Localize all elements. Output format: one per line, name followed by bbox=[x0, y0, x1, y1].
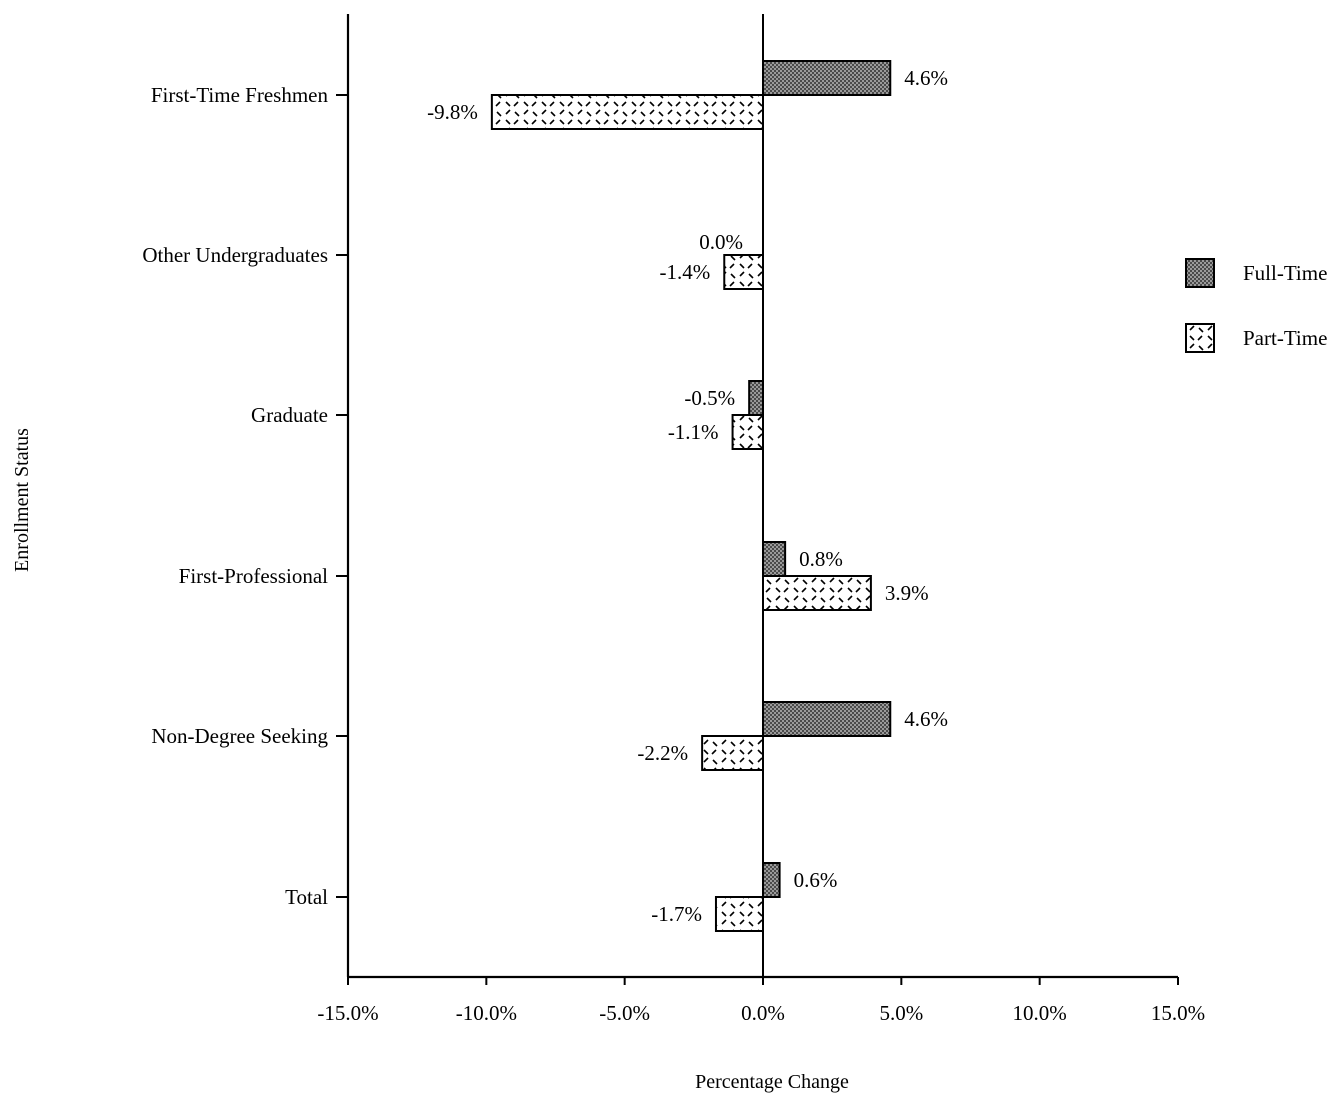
part-time-value-label: -9.8% bbox=[427, 100, 478, 124]
full-time-value-label: 4.6% bbox=[904, 707, 948, 731]
full-time-bar bbox=[762, 701, 892, 737]
full-time-value-label: 0.8% bbox=[799, 547, 843, 571]
x-tick-label: -5.0% bbox=[599, 1001, 650, 1025]
part-time-value-label: -1.7% bbox=[651, 902, 702, 926]
full-time-bar bbox=[748, 380, 765, 416]
x-tick-label: -10.0% bbox=[456, 1001, 517, 1025]
x-tick-label: 15.0% bbox=[1151, 1001, 1205, 1025]
category-label: Non-Degree Seeking bbox=[151, 724, 328, 748]
category-label: First-Time Freshmen bbox=[151, 83, 329, 107]
full-time-value-label: 0.6% bbox=[794, 868, 838, 892]
full-time-value-label: -0.5% bbox=[684, 386, 735, 410]
part-time-value-label: -1.1% bbox=[668, 420, 719, 444]
part-time-bar bbox=[701, 735, 765, 771]
legend-part-time-swatch bbox=[1185, 323, 1215, 353]
part-time-bar bbox=[490, 94, 764, 130]
x-axis-title: Percentage Change bbox=[695, 1071, 849, 1093]
legend-full-time-swatch bbox=[1185, 258, 1215, 288]
full-time-value-label: 0.0% bbox=[699, 230, 743, 254]
category-label: Other Undergraduates bbox=[142, 243, 328, 267]
legend-part-time-label: Part-Time bbox=[1243, 326, 1327, 350]
legend-full-time-label: Full-Time bbox=[1243, 261, 1327, 285]
category-label: Graduate bbox=[251, 403, 328, 427]
part-time-value-label: -2.2% bbox=[637, 741, 688, 765]
part-time-bar bbox=[762, 575, 872, 611]
x-tick-label: 0.0% bbox=[741, 1001, 785, 1025]
full-time-bar bbox=[762, 60, 892, 96]
x-tick-label: 5.0% bbox=[879, 1001, 923, 1025]
x-tick-label: 10.0% bbox=[1013, 1001, 1067, 1025]
category-label: First-Professional bbox=[179, 564, 328, 588]
plot-area: -15.0% -10.0% -5.0% 0.0% 5.0% 10.0% 15.0% First… bbox=[142, 14, 1205, 1025]
part-time-bar bbox=[731, 414, 764, 450]
full-time-bar bbox=[762, 541, 787, 577]
part-time-value-label: 3.9% bbox=[885, 581, 929, 605]
full-time-bar bbox=[762, 862, 781, 898]
part-time-bar bbox=[714, 896, 765, 932]
part-time-bar bbox=[723, 254, 764, 290]
category-label: Total bbox=[285, 885, 328, 909]
y-axis-title: Enrollment Status bbox=[11, 428, 33, 572]
x-tick-label: -15.0% bbox=[317, 1001, 378, 1025]
legend: Full-Time Part-Time bbox=[1185, 258, 1327, 353]
part-time-value-label: -1.4% bbox=[660, 260, 711, 284]
full-time-value-label: 4.6% bbox=[904, 66, 948, 90]
